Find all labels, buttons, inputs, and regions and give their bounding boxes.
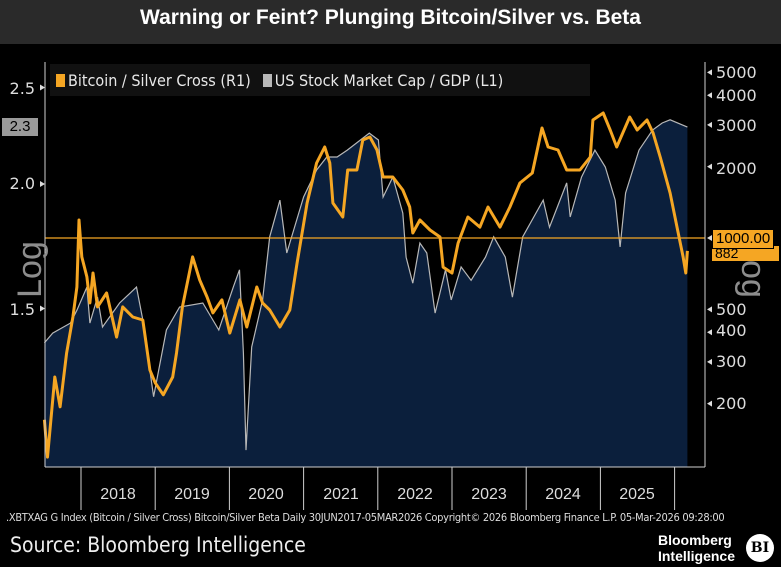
left-last-value-label: 2.3	[2, 118, 38, 136]
right-last-value-label: 882	[712, 246, 779, 261]
right-tick-200: 200	[716, 394, 747, 413]
left-tick-2.5: 2.5	[9, 79, 35, 98]
right-tick-500: 500	[716, 300, 747, 319]
left-tick-2.0: 2.0	[9, 174, 35, 193]
brand-line-1: Bloomberg	[657, 532, 732, 548]
right-tick-4000: 4000	[716, 86, 757, 105]
x-tick-2022: 2022	[397, 486, 433, 503]
right-tick-3000: 3000	[716, 116, 757, 135]
right-tick-mark	[707, 121, 712, 128]
right-tick-mark	[707, 306, 712, 313]
right-tick-400: 400	[716, 321, 747, 340]
x-tick-2021: 2021	[323, 486, 359, 503]
legend-label-mktcap-gdp: US Stock Market Cap / GDP (L1)	[274, 70, 504, 90]
right-tick-5000: 5000	[716, 63, 757, 82]
title-bar: Warning or Feint? Plunging Bitcoin/Silve…	[0, 0, 781, 44]
x-tick-2023: 2023	[471, 486, 507, 503]
source-text: Source: Bloomberg Intelligence	[10, 533, 306, 557]
right-tick-mark	[707, 163, 712, 170]
legend-swatch-bitcoin-silver	[56, 73, 65, 87]
x-tick-2019: 2019	[174, 486, 210, 503]
right-tick-mark	[707, 329, 712, 336]
brand-line-2: Intelligence	[657, 548, 735, 564]
reference-line-label: 1000.00	[712, 229, 775, 249]
x-tick-2018: 2018	[100, 486, 136, 503]
mktcap-gdp-area	[44, 119, 688, 468]
x-tick-2024: 2024	[545, 486, 581, 503]
left-tick-1.5: 1.5	[9, 300, 35, 319]
left-tick-mark	[40, 84, 45, 91]
legend-label-bitcoin-silver: Bitcoin / Silver Cross (R1)	[68, 70, 251, 90]
x-tick-2025: 2025	[619, 486, 655, 503]
legend-swatch-mktcap-gdp	[262, 73, 272, 87]
right-tick-2000: 2000	[716, 159, 757, 178]
right-tick-mark	[707, 235, 712, 241]
left-tick-mark	[40, 305, 45, 312]
x-tick-2020: 2020	[248, 486, 284, 503]
legend: Bitcoin / Silver Cross (R1) US Stock Mar…	[50, 64, 590, 96]
right-tick-mark	[707, 69, 712, 76]
chart-title: Warning or Feint? Plunging Bitcoin/Silve…	[140, 6, 641, 29]
left-axis-label: Log	[10, 241, 49, 298]
bitcoin-silver-line	[42, 111, 689, 459]
right-tick-mark	[707, 358, 712, 365]
chart-footnote: .XBTXAG G Index (Bitcoin / Silver Cross)…	[6, 511, 725, 524]
bi-logo-icon: BI	[746, 534, 774, 562]
bloomberg-intelligence-logo-text: Bloomberg Intelligence	[658, 532, 735, 564]
left-tick-mark	[40, 181, 45, 187]
right-tick-300: 300	[716, 352, 747, 371]
right-tick-mark	[707, 400, 712, 407]
right-tick-mark	[707, 92, 712, 99]
